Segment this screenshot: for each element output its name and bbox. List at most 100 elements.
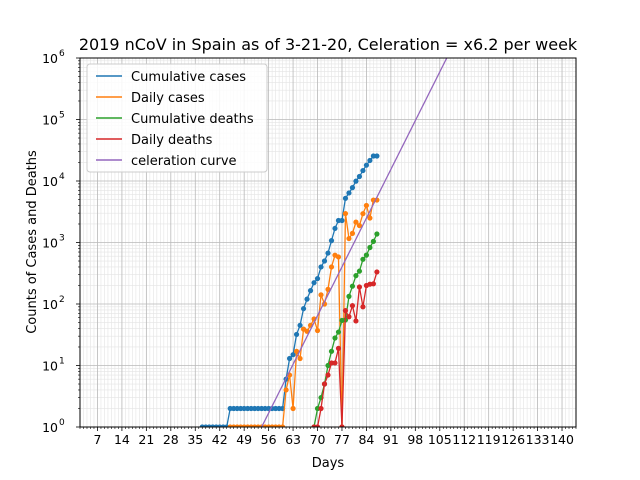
x-tick-label: 91	[383, 432, 399, 447]
x-tick-label: 14	[114, 432, 130, 447]
data-point-daily-deaths	[318, 405, 324, 412]
data-point-cumulative-deaths	[335, 329, 342, 335]
data-point-cumulative-cases	[321, 258, 328, 264]
y-tick-exponent: 1	[59, 357, 65, 367]
legend-label-daily-cases: Daily cases	[131, 91, 205, 106]
data-point-cumulative-cases	[325, 250, 331, 256]
data-point-daily-deaths	[360, 304, 366, 310]
y-tick-base: 10	[42, 51, 58, 66]
data-point-daily-deaths	[342, 308, 349, 314]
data-point-cumulative-cases	[339, 217, 345, 224]
data-point-daily-cases	[328, 264, 335, 270]
data-point-daily-deaths	[325, 372, 331, 378]
x-tick-label: 119	[477, 432, 501, 447]
data-point-daily-cases	[356, 222, 363, 229]
plot-area	[199, 58, 448, 427]
y-tick-exponent: 4	[59, 172, 65, 182]
y-tick-base: 10	[42, 420, 58, 435]
data-point-daily-cases	[360, 211, 366, 217]
y-tick-label: 10	[42, 420, 58, 435]
data-point-cumulative-cases	[342, 195, 349, 201]
y-tick-exponent: 5	[59, 111, 65, 121]
data-point-cumulative-cases	[293, 331, 300, 338]
data-point-daily-deaths	[370, 281, 377, 287]
y-tick-label: 10	[42, 174, 58, 189]
data-point-cumulative-deaths	[363, 252, 370, 258]
data-point-daily-deaths	[335, 345, 342, 351]
legend: Cumulative cases Daily cases Cumulative de…	[86, 63, 268, 173]
data-point-cumulative-cases	[353, 178, 359, 184]
x-tick-label: 56	[261, 432, 277, 447]
x-tick-label: 49	[236, 432, 252, 447]
data-point-daily-deaths	[339, 424, 345, 427]
data-point-cumulative-deaths	[346, 293, 352, 299]
x-tick-label: 126	[501, 432, 525, 447]
data-point-daily-deaths	[314, 424, 321, 427]
data-point-daily-cases	[363, 202, 370, 209]
x-tick-label: 105	[428, 432, 452, 447]
x-tick-label: 77	[334, 432, 350, 447]
data-point-cumulative-cases	[328, 238, 335, 244]
data-point-daily-cases	[293, 348, 300, 354]
x-tick-label: 63	[285, 432, 301, 447]
data-point-daily-deaths	[321, 381, 328, 387]
data-point-daily-cases	[349, 230, 356, 236]
y-tick-exponent: 0	[59, 418, 65, 428]
y-tick-label: 10	[42, 113, 58, 128]
legend-label-cumulative-cases: Cumulative cases	[131, 70, 246, 85]
data-point-daily-cases	[297, 355, 303, 362]
data-point-cumulative-deaths	[349, 283, 356, 289]
x-tick-label: 112	[452, 432, 476, 447]
data-point-daily-deaths	[356, 284, 363, 290]
x-tick-label: 28	[163, 432, 179, 447]
data-point-cumulative-cases	[290, 352, 296, 358]
x-axis: 7 14 21 28 35 42 49 56 63 70 77 84 91 98 105 112 119 126 1…	[79, 427, 577, 447]
data-point-cumulative-deaths	[360, 256, 366, 262]
x-tick-label: 21	[138, 432, 154, 447]
data-point-cumulative-cases	[307, 288, 314, 294]
y-axis-label: Counts of Cases and Deaths	[25, 150, 40, 334]
data-point-cumulative-deaths	[356, 268, 363, 274]
data-point-daily-cases	[290, 405, 296, 412]
data-point-daily-cases	[346, 235, 352, 242]
x-tick-label: 70	[310, 432, 326, 447]
series-line-celeration-curve	[261, 58, 448, 427]
data-point-cumulative-cases	[314, 275, 321, 282]
data-point-cumulative-deaths	[370, 238, 377, 244]
data-point-daily-cases	[283, 387, 289, 393]
x-tick-label: 140	[550, 432, 574, 447]
data-point-daily-deaths	[349, 303, 356, 309]
data-point-cumulative-cases	[346, 190, 352, 196]
data-point-daily-deaths	[374, 269, 380, 275]
y-tick-base: 10	[42, 113, 58, 128]
y-tick-base: 10	[42, 236, 58, 251]
y-tick-base: 10	[42, 297, 58, 312]
y-tick-label: 10	[42, 297, 58, 312]
data-point-cumulative-cases	[360, 167, 366, 174]
y-tick-base: 10	[42, 174, 58, 189]
x-tick-label: 133	[526, 432, 550, 447]
data-point-cumulative-cases	[286, 355, 293, 362]
y-tick-exponent: 2	[59, 295, 65, 305]
data-point-daily-deaths	[353, 318, 359, 324]
data-point-cumulative-deaths	[353, 273, 359, 279]
x-tick-label: 35	[187, 432, 203, 447]
data-point-daily-cases	[279, 424, 286, 427]
x-tick-label: 98	[407, 432, 423, 447]
chart-title: 2019 nCoV in Spain as of 3-21-20, Celera…	[79, 35, 578, 54]
legend-label-celeration-curve: celeration curve	[131, 154, 237, 169]
y-tick-exponent: 3	[59, 234, 65, 244]
x-tick-label: 84	[358, 432, 374, 447]
y-tick-exponent: 6	[59, 49, 65, 59]
x-axis-label: Days	[312, 456, 345, 471]
legend-label-cumulative-deaths: Cumulative deaths	[131, 112, 254, 127]
data-point-cumulative-cases	[332, 225, 338, 232]
data-point-daily-cases	[353, 219, 359, 225]
y-tick-label: 10	[42, 51, 58, 66]
data-point-cumulative-cases	[356, 173, 363, 180]
data-point-daily-deaths	[332, 360, 338, 366]
y-tick-base: 10	[42, 359, 58, 374]
data-point-daily-cases	[325, 286, 331, 292]
